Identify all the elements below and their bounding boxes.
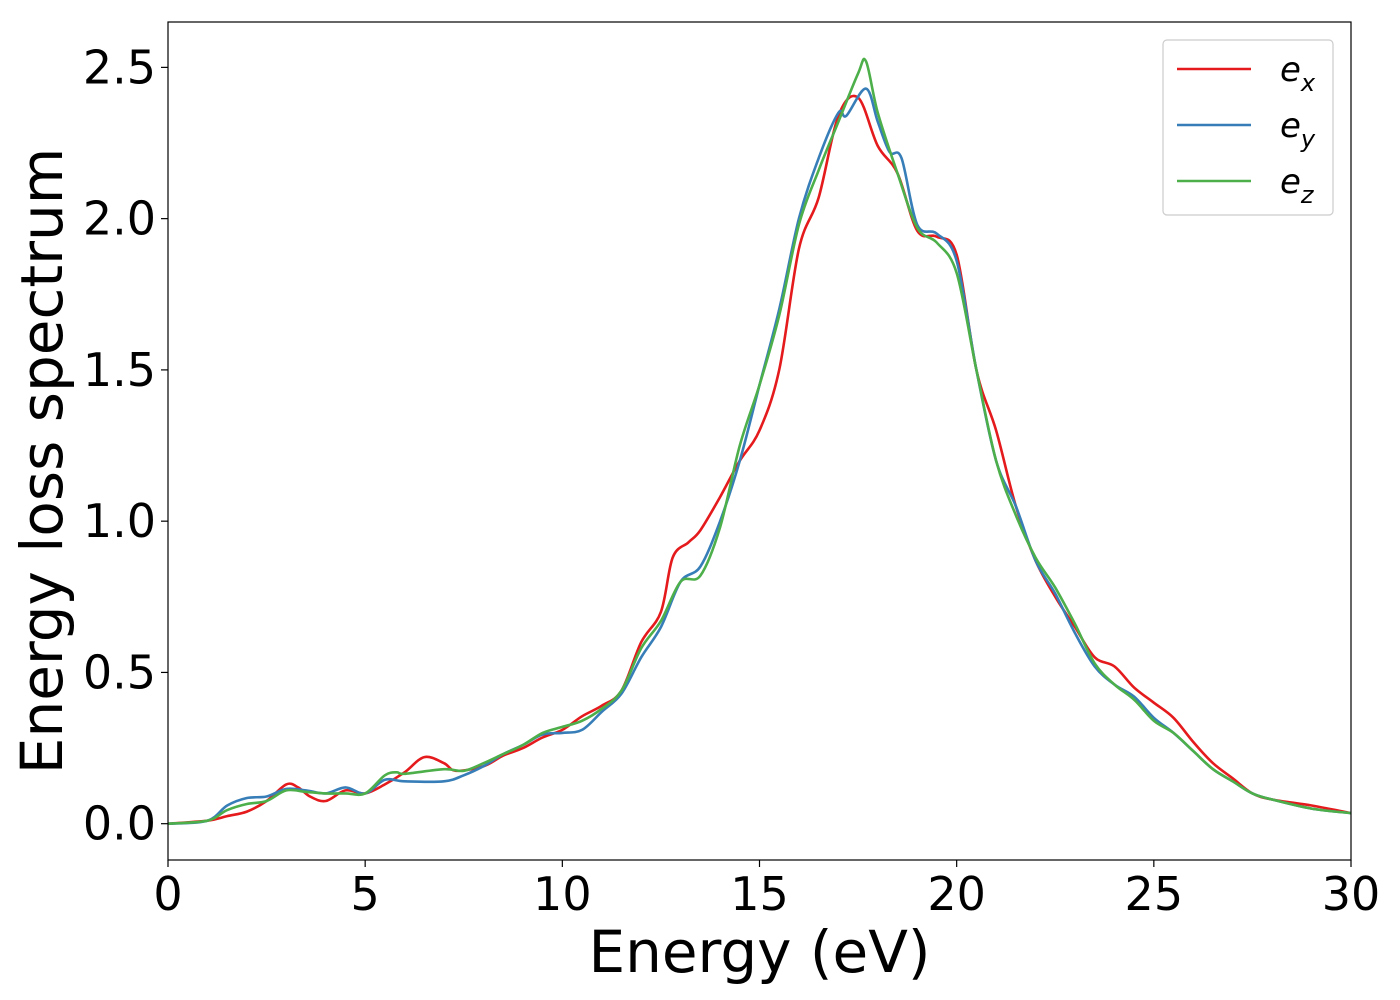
y-tick-label: 0.5 xyxy=(83,645,156,699)
legend-label-x: ex xyxy=(1280,50,1316,97)
x-tick-label: 10 xyxy=(533,867,592,921)
y-tick-label: 1.0 xyxy=(83,494,156,548)
x-tick-label: 15 xyxy=(730,867,789,921)
y-tick-label: 0.0 xyxy=(83,797,156,851)
y-axis-ticks: 0.0 0.5 1.0 1.5 2.0 2.5 xyxy=(83,40,168,851)
x-tick-label: 20 xyxy=(927,867,986,921)
y-tick-label: 2.0 xyxy=(83,192,156,246)
legend: ex ey ez xyxy=(1162,39,1334,216)
legend-label-y: ey xyxy=(1280,106,1316,153)
series-line-ez xyxy=(167,57,1352,825)
x-tick-label: 30 xyxy=(1322,867,1381,921)
x-axis-ticks: 0 5 10 15 20 25 30 xyxy=(153,860,1380,921)
x-tick-label: 25 xyxy=(1125,867,1184,921)
x-tick-label: 5 xyxy=(351,867,380,921)
y-tick-label: 1.5 xyxy=(83,343,156,397)
legend-box xyxy=(1162,39,1334,216)
x-tick-label: 0 xyxy=(153,867,182,921)
legend-label-z: ez xyxy=(1280,162,1315,209)
x-axis-label: Energy (eV) xyxy=(588,918,930,986)
y-axis-label: Energy loss spectrum xyxy=(8,148,76,774)
y-tick-label: 2.5 xyxy=(83,40,156,94)
series-layer xyxy=(167,57,1352,825)
